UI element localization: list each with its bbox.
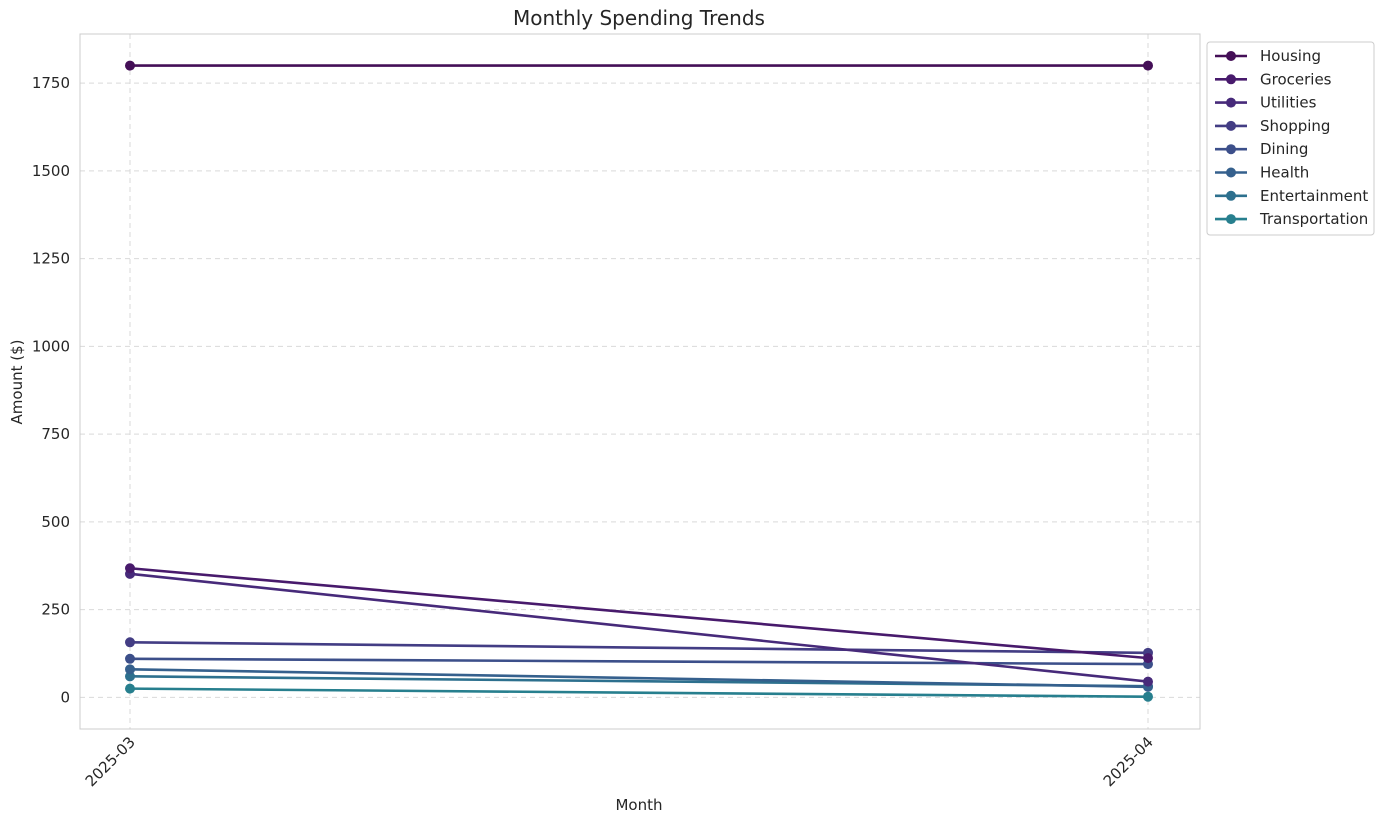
data-point <box>1143 653 1153 664</box>
legend-label: Housing <box>1260 47 1321 65</box>
y-tick-label: 1500 <box>32 162 70 180</box>
series-line <box>128 687 1150 699</box>
legend-marker <box>1226 190 1236 201</box>
legend-frame <box>1206 41 1375 236</box>
legend: Housing Groceries Utilities Shopping Dining H… <box>1206 41 1375 236</box>
data-point <box>1143 691 1153 702</box>
y-tick-label: 250 <box>41 601 70 619</box>
series-line <box>128 572 1150 683</box>
legend-label: Utilities <box>1260 94 1317 112</box>
data-point <box>125 683 135 694</box>
grid-lines <box>80 34 1200 729</box>
legend-marker <box>1226 74 1236 85</box>
series-line <box>128 641 1150 655</box>
legend-marker <box>1226 144 1236 155</box>
legend-marker <box>1226 214 1236 225</box>
legend-marker <box>1226 51 1236 61</box>
y-axis: 0 250 500 750 1000 1250 1500 1750 <box>32 74 70 706</box>
x-axis-label: Month <box>615 796 662 814</box>
legend-label: Entertainment <box>1260 187 1368 205</box>
data-point <box>125 664 135 675</box>
data-point <box>125 60 135 71</box>
y-tick-label: 1000 <box>32 337 70 355</box>
legend-marker <box>1226 97 1236 108</box>
data-point <box>125 637 135 648</box>
y-tick-label: 1250 <box>32 250 70 268</box>
series-line <box>128 668 1150 689</box>
data-point <box>1143 60 1153 71</box>
legend-label: Groceries <box>1260 70 1332 88</box>
y-tick-label: 1750 <box>32 74 70 92</box>
data-point <box>125 653 135 664</box>
data-point <box>125 563 135 574</box>
series-lines <box>125 60 1153 702</box>
y-tick-label: 750 <box>41 425 70 443</box>
plot-area <box>79 33 1201 730</box>
y-tick-label: 500 <box>41 513 70 531</box>
data-point <box>125 671 135 682</box>
legend-label: Dining <box>1260 140 1308 158</box>
legend-label: Transportation <box>1259 210 1368 228</box>
data-point <box>1143 676 1153 687</box>
y-axis-label: Amount ($) <box>8 340 26 425</box>
legend-marker <box>1226 120 1236 131</box>
legend-label: Health <box>1260 164 1309 182</box>
chart-title: Monthly Spending Trends <box>513 6 765 30</box>
legend-label: Shopping <box>1260 117 1330 135</box>
series-line <box>128 566 1150 660</box>
y-tick-label: 0 <box>60 688 70 706</box>
legend-marker <box>1226 167 1236 178</box>
